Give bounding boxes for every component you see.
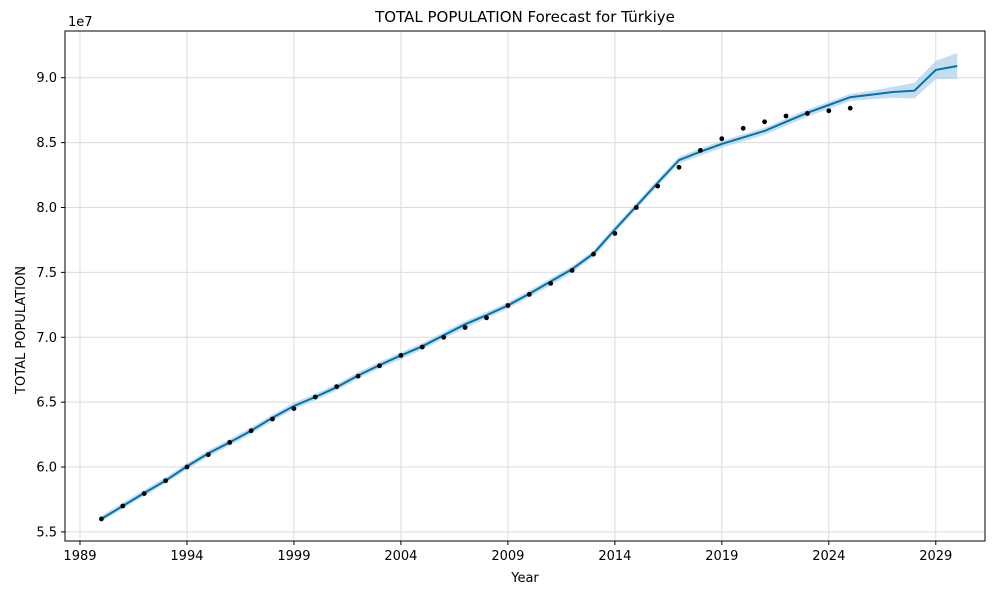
x-axis-label: Year [510, 571, 539, 586]
x-tick-label: 1989 [63, 549, 96, 564]
observed-point [633, 205, 639, 210]
observed-point [120, 503, 126, 509]
x-tick-label: 2004 [384, 549, 417, 564]
x-tick-label: 2014 [598, 549, 631, 564]
observed-point [462, 325, 468, 330]
y-axis-label: TOTAL POPULATION [14, 266, 29, 395]
y-tick-label: 8.0 [36, 201, 57, 216]
x-tick-label: 1999 [277, 549, 310, 564]
observed-point [805, 111, 810, 116]
observed-point [248, 428, 254, 434]
observed-point [184, 464, 190, 470]
y-tick-label: 9.0 [36, 71, 57, 86]
observed-point [655, 183, 661, 189]
observed-point [99, 516, 104, 522]
y-tick-label: 6.0 [36, 461, 57, 476]
observed-point [205, 452, 211, 458]
y-axis-ticks: 5.5 6.0 6.5 7.0 7.5 8.0 8.5 9.0 [36, 71, 65, 540]
observed-point [783, 113, 789, 119]
plot-frame [64, 30, 986, 542]
x-tick-label: 1994 [170, 549, 203, 564]
observed-point [419, 344, 425, 350]
observed-point [163, 478, 169, 484]
observed-point [270, 416, 275, 422]
x-tick-label: 2024 [812, 549, 845, 564]
observed-point [719, 136, 725, 142]
observed-point [740, 125, 746, 131]
observed-point [847, 105, 853, 111]
observed-point [591, 251, 596, 257]
y-tick-label: 8.5 [36, 136, 57, 151]
observed-point [334, 384, 340, 389]
observed-point [612, 231, 618, 236]
x-axis-ticks: 1989 1994 1999 2004 2009 2014 2019 2024 2029 [63, 541, 952, 564]
observed-point [441, 334, 447, 340]
observed-point [227, 440, 233, 445]
grid-lines [65, 31, 985, 541]
observed-point [569, 268, 575, 273]
x-tick-label: 2029 [919, 549, 952, 564]
observed-point [676, 164, 682, 170]
chart-title: TOTAL POPULATION Forecast for Türkiye [374, 8, 675, 26]
observed-point [291, 406, 297, 411]
observed-point [377, 363, 382, 369]
y-scale-label: 1e7 [68, 15, 93, 30]
y-tick-label: 7.0 [36, 331, 57, 346]
observed-point [355, 373, 361, 379]
observed-point [826, 108, 832, 114]
y-tick-label: 6.5 [36, 396, 57, 411]
observed-point [141, 491, 147, 496]
x-tick-label: 2019 [705, 549, 738, 564]
observed-point [484, 315, 489, 321]
x-tick-label: 2009 [491, 549, 524, 564]
observed-point [398, 353, 404, 358]
observed-points [99, 105, 853, 522]
observed-point [698, 148, 703, 153]
y-tick-label: 5.5 [36, 525, 57, 540]
observed-point [548, 281, 554, 286]
observed-point [762, 119, 767, 125]
observed-point [505, 303, 511, 308]
y-tick-label: 7.5 [36, 266, 57, 281]
observed-point [526, 292, 532, 297]
observed-point [312, 394, 318, 400]
